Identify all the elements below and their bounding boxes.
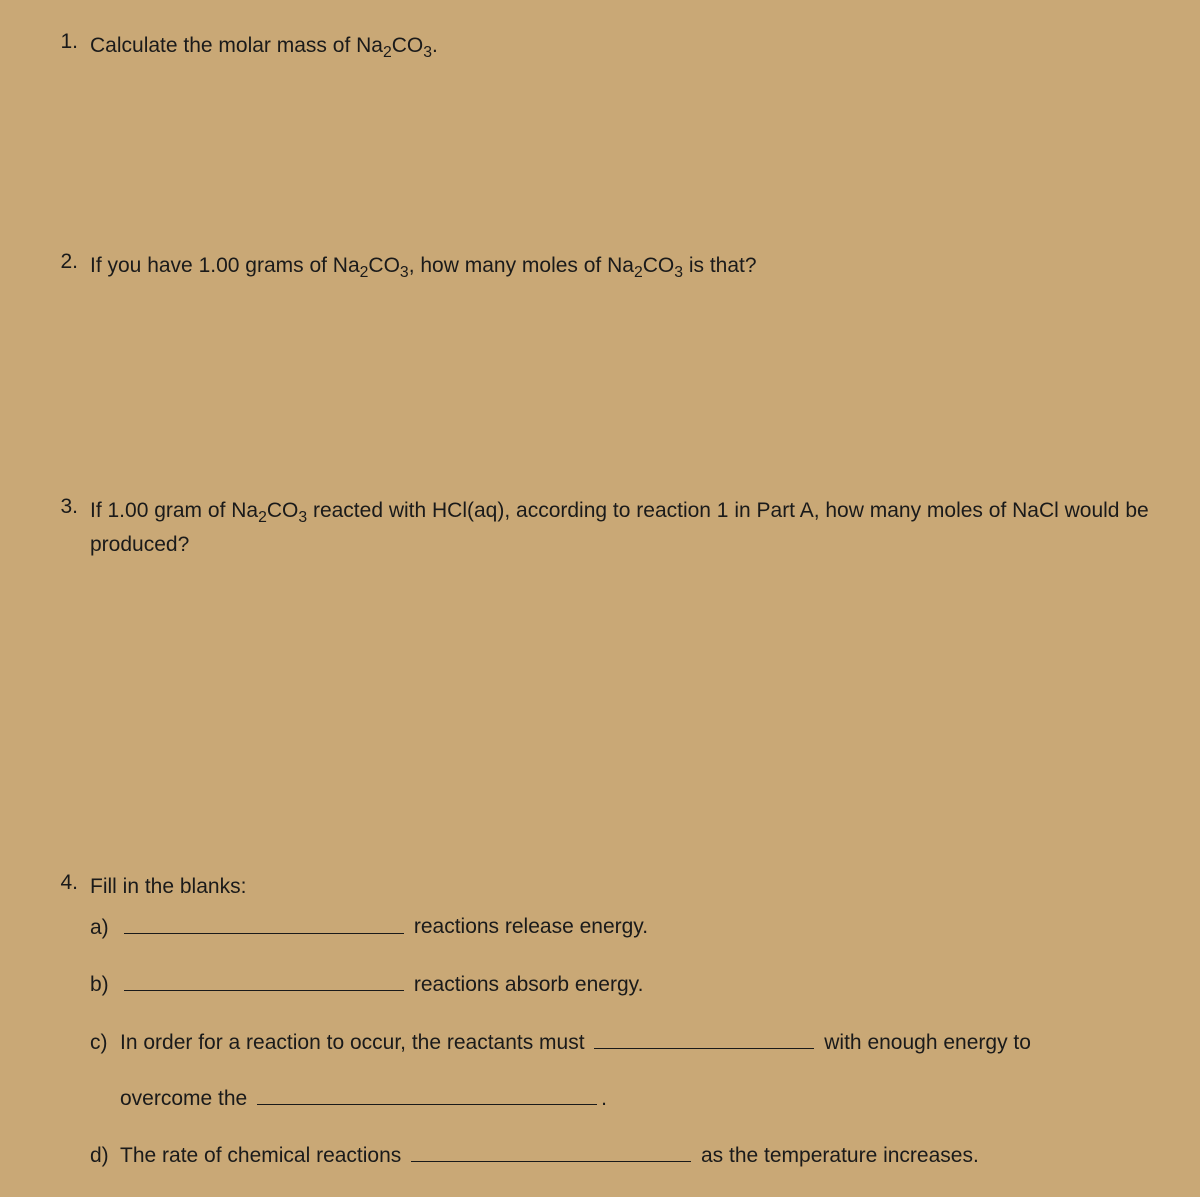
question-2: 2. If you have 1.00 grams of Na2CO3, how…: [50, 250, 1150, 285]
sub-letter: d): [90, 1139, 120, 1173]
fill-blank[interactable]: [257, 1082, 597, 1105]
question-number: 1.: [50, 30, 90, 54]
fill-blank[interactable]: [124, 910, 404, 933]
sub-item-d: d) The rate of chemical reactions as the…: [90, 1139, 1150, 1173]
question-1: 1. Calculate the molar mass of Na2CO3.: [50, 30, 1150, 65]
sub-letter: b): [90, 968, 120, 1002]
fill-blank[interactable]: [594, 1026, 814, 1049]
question-text: Calculate the molar mass of Na2CO3.: [90, 30, 1150, 65]
sub-letter: c): [90, 1026, 120, 1060]
sub-letter: a): [90, 911, 120, 945]
question-title: Fill in the blanks:: [90, 871, 1150, 903]
fill-blank[interactable]: [411, 1139, 691, 1162]
sub-item-b: b) reactions absorb energy.: [90, 968, 1150, 1002]
sub-item-c: c) In order for a reaction to occur, the…: [90, 1026, 1150, 1115]
question-3: 3. If 1.00 gram of Na2CO3 reacted with H…: [50, 495, 1150, 561]
question-number: 3.: [50, 495, 90, 519]
fill-blank[interactable]: [124, 968, 404, 991]
question-number: 2.: [50, 250, 90, 274]
question-text: If 1.00 gram of Na2CO3 reacted with HCl(…: [90, 495, 1150, 561]
question-number: 4.: [50, 871, 90, 895]
question-content: Fill in the blanks: a) reactions release…: [90, 871, 1150, 1197]
question-text: If you have 1.00 grams of Na2CO3, how ma…: [90, 250, 1150, 285]
question-4: 4. Fill in the blanks: a) reactions rele…: [50, 871, 1150, 1197]
sub-item-a: a) reactions release energy.: [90, 910, 1150, 944]
